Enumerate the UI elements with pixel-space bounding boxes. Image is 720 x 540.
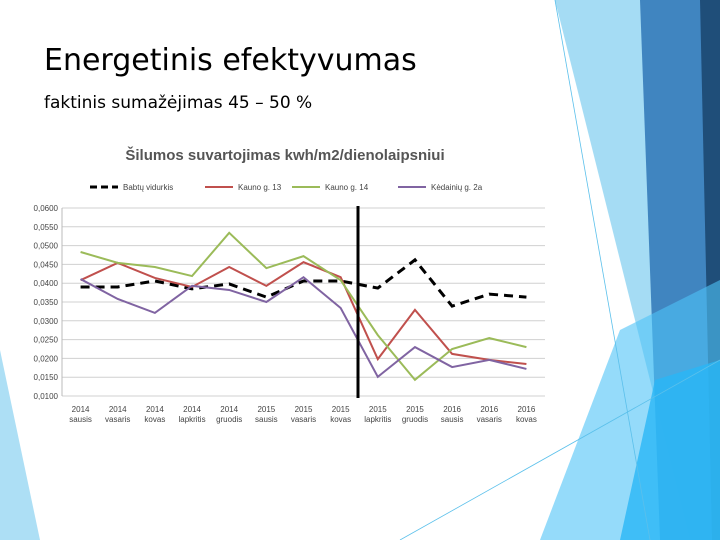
x-tick-label: 2014 kovas: [144, 405, 165, 424]
y-tick-label: 0,0300: [34, 317, 59, 326]
x-tick-label: 2016 vasaris: [477, 405, 502, 424]
series-line: [80, 275, 527, 379]
y-tick-label: 0,0500: [34, 242, 59, 251]
x-tick-label: 2015 lapkritis: [364, 405, 391, 424]
y-tick-label: 0,0250: [34, 336, 59, 345]
x-tick-part: kovas: [516, 415, 537, 424]
x-tick-label: 2016 sausis: [441, 405, 464, 424]
y-tick-label: 0,0600: [34, 204, 59, 213]
x-tick-part: sausis: [255, 415, 278, 424]
x-tick-label: 2015 gruodis: [402, 405, 428, 424]
x-tick-label: 2015 sausis: [255, 405, 278, 424]
x-tick-part: kovas: [330, 415, 351, 424]
plot: 0,0100 0,0150 0,0200 0,0250 0,0300 0,0350 0,04…: [34, 183, 545, 424]
x-tick-label: 2015 vasaris: [291, 405, 316, 424]
x-tick-part: sausis: [441, 415, 464, 424]
x-tick-part: vasaris: [291, 415, 316, 424]
y-tick-label: 0,0400: [34, 279, 59, 288]
x-tick-part: 2015: [406, 405, 424, 414]
legend-label: Kėdainių g. 2a: [431, 183, 483, 192]
slide-subtitle: faktinis sumažėjimas 45 – 50 %: [44, 93, 312, 113]
y-tick-label: 0,0100: [34, 392, 59, 401]
y-tick-label: 0,0150: [34, 373, 59, 382]
series-line: [80, 261, 527, 366]
x-tick-label: 2015 kovas: [330, 405, 351, 424]
x-tick-part: gruodis: [402, 415, 428, 424]
x-tick-label: 2014 sausis: [69, 405, 92, 424]
chart-title: Šilumos suvartojimas kwh/m2/dienolaipsni…: [125, 146, 444, 164]
legend-label: Babtų vidurkis: [123, 183, 173, 192]
x-tick-part: sausis: [69, 415, 92, 424]
x-tick-label: 2016 kovas: [516, 405, 537, 424]
x-tick-part: vasaris: [105, 415, 130, 424]
x-tick-label: 2014 lapkritis: [178, 405, 205, 424]
legend-label: Kauno g. 14: [325, 183, 369, 192]
x-tick-part: 2014: [146, 405, 164, 414]
x-tick-label: 2014 gruodis: [216, 405, 242, 424]
x-tick-part: 2014: [220, 405, 238, 414]
y-tick-label: 0,0350: [34, 298, 59, 307]
x-tick-part: 2016: [480, 405, 498, 414]
x-tick-part: 2015: [257, 405, 275, 414]
x-tick-part: 2014: [109, 405, 127, 414]
slide-title: Energetinis efektyvumas: [44, 43, 417, 78]
y-tick-label: 0,0550: [34, 223, 59, 232]
x-tick-part: lapkritis: [364, 415, 391, 424]
x-tick-part: kovas: [144, 415, 165, 424]
x-tick-part: gruodis: [216, 415, 242, 424]
x-tick-part: 2015: [369, 405, 387, 414]
x-tick-part: lapkritis: [178, 415, 205, 424]
x-tick-label: 2014 vasaris: [105, 405, 130, 424]
series-line: [80, 231, 527, 382]
series-line: [80, 257, 527, 308]
y-tick-label: 0,0450: [34, 260, 59, 269]
x-tick-part: 2016: [443, 405, 461, 414]
x-tick-part: 2014: [72, 405, 90, 414]
x-tick-part: 2014: [183, 405, 201, 414]
x-tick-part: 2015: [332, 405, 350, 414]
x-tick-part: vasaris: [477, 415, 502, 424]
x-tick-part: 2015: [295, 405, 313, 414]
y-tick-label: 0,0200: [34, 354, 59, 363]
legend-label: Kauno g. 13: [238, 183, 282, 192]
x-tick-part: 2016: [518, 405, 536, 414]
